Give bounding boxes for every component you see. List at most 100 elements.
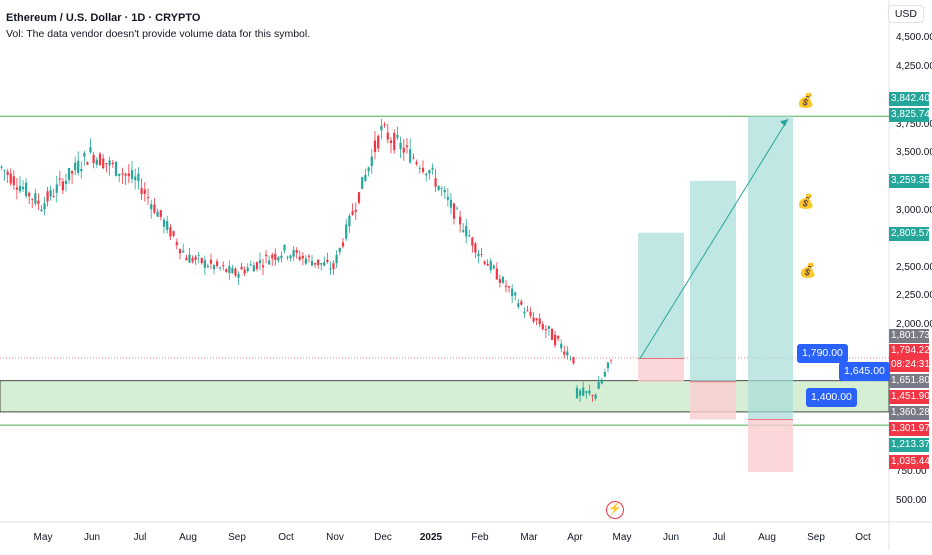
candle-body (357, 192, 361, 203)
price-axis-label: 1,360.28 (889, 406, 930, 420)
candle-body (572, 357, 575, 364)
candle-body (124, 173, 127, 176)
candle-body (249, 264, 252, 266)
candle-body (231, 268, 234, 274)
candle-body (268, 260, 271, 265)
candle-body (489, 260, 492, 271)
candle-body (197, 254, 200, 256)
currency-button[interactable]: USD (887, 5, 924, 23)
price-axis-label: 1,794.22 (889, 344, 930, 358)
candle-body (563, 351, 566, 355)
candle-body (212, 265, 216, 270)
candle-body (566, 351, 569, 356)
target-callout[interactable]: 1,790.00 (797, 344, 848, 363)
candle-body (610, 359, 613, 361)
y-tick-label: 2,000.00 (896, 319, 932, 330)
candle-body (92, 155, 95, 164)
x-tick-label: Oct (278, 532, 294, 543)
y-tick-label: 3,750.00 (896, 119, 932, 130)
candle-body (246, 267, 249, 272)
candle-body (317, 259, 320, 266)
candle-body (418, 168, 421, 170)
price-axis-label: 3,825.74 (889, 108, 930, 122)
money-bag-icon: 💰 (799, 262, 817, 278)
candle-body (452, 203, 456, 219)
x-tick-label: Aug (758, 532, 776, 543)
candle-body (25, 182, 28, 197)
price-axis-label: 3,259.35 (889, 174, 930, 188)
candle-body (61, 181, 65, 191)
y-tick-label: 3,000.00 (896, 205, 932, 216)
candle-body (114, 161, 118, 176)
symbol-title[interactable]: Ethereum / U.S. Dollar · 1D · CRYPTO (6, 12, 201, 24)
candle-body (188, 254, 191, 263)
candle-body (367, 167, 370, 172)
flash-icon[interactable]: ⚡ (606, 501, 624, 519)
loss-zone-2 (690, 381, 736, 420)
candle-body (228, 266, 231, 274)
price-axis-label: 1,213.37 (889, 438, 930, 452)
candle-body (252, 265, 255, 272)
candle-body (579, 390, 582, 396)
candle-body (504, 285, 508, 287)
candle-body (89, 147, 92, 153)
candle-body (295, 249, 298, 253)
candle-body (264, 254, 268, 257)
candle-body (225, 269, 228, 272)
candle-body (471, 237, 474, 246)
candle-body (486, 263, 489, 266)
candle-body (307, 255, 311, 257)
loss-zone-1 (638, 358, 684, 382)
candle-body (49, 189, 52, 197)
x-tick-label: Sep (228, 532, 246, 543)
candle-body (409, 149, 412, 163)
candle-body (18, 185, 22, 192)
candle-body (143, 189, 146, 194)
candle-body (203, 260, 206, 268)
candle-body (77, 160, 80, 173)
x-tick-label: Dec (374, 532, 392, 543)
x-tick-label: Jul (712, 532, 726, 543)
candle-body (162, 219, 166, 227)
candle-body (34, 193, 37, 204)
candle-body (415, 162, 418, 165)
candle-body (80, 168, 83, 172)
candle-body (351, 211, 354, 215)
candle-body (437, 185, 440, 190)
candle-body (377, 135, 380, 149)
candle-body (591, 395, 594, 397)
candle-body (0, 166, 3, 168)
x-tick-label: Aug (179, 532, 197, 543)
candle-body (105, 163, 108, 165)
candle-body (237, 274, 240, 278)
target-callout[interactable]: 1,645.00 (839, 362, 890, 381)
candle-body (271, 254, 274, 259)
candle-body (458, 216, 462, 225)
candle-body (393, 132, 396, 151)
candle-body (341, 242, 345, 247)
candle-body (172, 231, 175, 236)
y-tick-label: 2,250.00 (896, 290, 932, 301)
candle-body (15, 187, 18, 190)
candle-body (12, 176, 15, 185)
candle-body (102, 158, 105, 169)
target-callout[interactable]: 1,400.00 (806, 388, 857, 407)
candle-body (215, 261, 219, 266)
candle-body (544, 328, 547, 331)
candle-body (480, 254, 483, 255)
money-bag-icon: 💰 (797, 193, 815, 209)
candle-body (569, 358, 572, 360)
candle-body (222, 265, 225, 267)
profit-zone-3 (748, 116, 793, 420)
candle-body (258, 260, 262, 264)
candle-body (588, 390, 591, 394)
candle-body (310, 261, 314, 266)
candle-body (523, 311, 526, 314)
price-axis-label: 1,301.97 (889, 422, 930, 436)
candle-body (280, 255, 283, 259)
candle-body (529, 311, 532, 316)
candle-body (140, 188, 143, 195)
candle-body (425, 173, 428, 176)
